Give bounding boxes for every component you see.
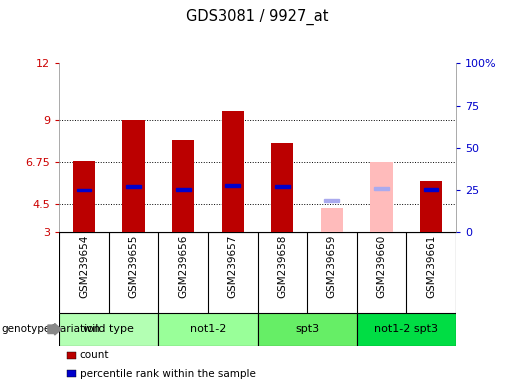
Text: GSM239657: GSM239657 xyxy=(228,235,238,298)
Bar xyxy=(420,181,442,232)
Bar xyxy=(423,188,438,190)
Bar xyxy=(275,185,290,188)
Bar xyxy=(123,120,145,232)
Text: genotype/variation: genotype/variation xyxy=(1,324,100,334)
Bar xyxy=(370,162,392,232)
Text: not1-2: not1-2 xyxy=(190,324,226,334)
Text: GDS3081 / 9927_at: GDS3081 / 9927_at xyxy=(186,9,329,25)
Bar xyxy=(374,187,389,190)
Text: GSM239655: GSM239655 xyxy=(129,235,139,298)
Bar xyxy=(324,199,339,202)
Text: GSM239654: GSM239654 xyxy=(79,235,89,298)
Bar xyxy=(225,184,240,187)
Bar xyxy=(271,143,294,232)
Text: count: count xyxy=(80,350,109,360)
Bar xyxy=(221,111,244,232)
Text: spt3: spt3 xyxy=(295,324,319,334)
Bar xyxy=(321,208,343,232)
Text: GSM239659: GSM239659 xyxy=(327,235,337,298)
Bar xyxy=(159,313,258,346)
Text: GSM239658: GSM239658 xyxy=(277,235,287,298)
Bar xyxy=(258,313,356,346)
Bar xyxy=(77,189,92,192)
Bar xyxy=(172,140,194,232)
Bar xyxy=(73,161,95,232)
Text: GSM239660: GSM239660 xyxy=(376,235,386,298)
Bar xyxy=(356,313,456,346)
Bar xyxy=(126,185,141,188)
Text: percentile rank within the sample: percentile rank within the sample xyxy=(80,369,256,379)
Text: GSM239656: GSM239656 xyxy=(178,235,188,298)
Bar xyxy=(59,313,159,346)
Bar xyxy=(176,188,191,190)
Text: GSM239661: GSM239661 xyxy=(426,235,436,298)
Text: wild type: wild type xyxy=(83,324,134,334)
Text: not1-2 spt3: not1-2 spt3 xyxy=(374,324,438,334)
